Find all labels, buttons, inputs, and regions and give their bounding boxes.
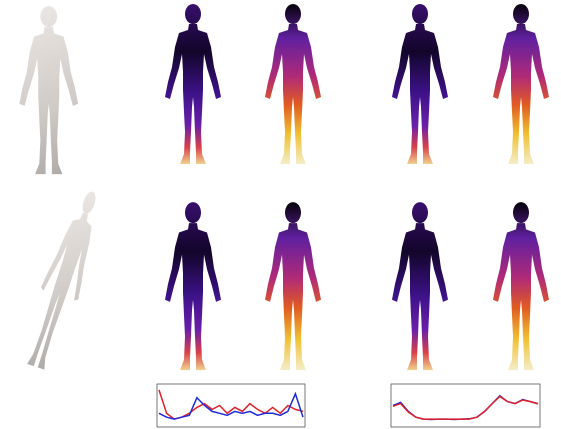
colored-shape — [165, 202, 221, 371]
colored-shape — [392, 202, 448, 371]
colored-shape — [493, 4, 549, 164]
colored-shape — [165, 4, 221, 164]
plot-frame — [390, 383, 541, 428]
series-line — [158, 391, 304, 420]
gray-shape — [17, 185, 112, 373]
plot-frame — [156, 383, 306, 428]
colored-shape — [265, 4, 321, 164]
colored-shape — [265, 202, 321, 371]
colored-shape — [493, 202, 549, 371]
gray-shape — [19, 6, 79, 175]
shapes — [17, 4, 549, 373]
series-line — [392, 395, 539, 420]
colored-shape — [392, 4, 448, 164]
